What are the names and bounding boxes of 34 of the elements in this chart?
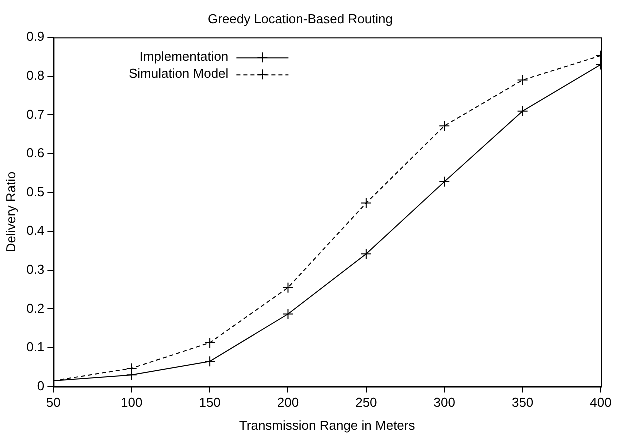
y-tick-label: 0.1 xyxy=(26,340,45,355)
x-tick-label: 250 xyxy=(356,395,378,410)
x-tick-label: 350 xyxy=(512,395,534,410)
point xyxy=(439,120,450,132)
point xyxy=(204,337,216,348)
y-tick-label: 0.6 xyxy=(26,146,45,161)
point xyxy=(360,248,372,260)
x-tick-label: 50 xyxy=(46,395,61,410)
point xyxy=(439,176,450,188)
point xyxy=(360,198,372,209)
y-tick-label: 0.8 xyxy=(26,68,45,83)
x-tick-label: 200 xyxy=(277,395,300,410)
y-tick-label: 0.7 xyxy=(26,106,45,122)
x-tick-label: 400 xyxy=(590,395,612,410)
y-tick-label: 0.4 xyxy=(26,223,45,238)
y-tick-label: 0.9 xyxy=(26,29,45,44)
x-tick-label: 150 xyxy=(199,395,221,410)
x-axis-title: Transmission Range in Meters xyxy=(239,418,416,433)
y-tick-label: 0.5 xyxy=(26,184,45,200)
point xyxy=(517,74,528,86)
point xyxy=(126,370,138,381)
x-tick-label: 100 xyxy=(121,395,143,410)
chart-title: Greedy Location-Based Routing xyxy=(208,11,394,26)
legend-label: Implementation xyxy=(140,49,229,64)
legend-label: Simulation Model xyxy=(128,66,229,82)
x-tick-label: 300 xyxy=(434,395,456,410)
point xyxy=(204,356,216,368)
y-tick-label: 0 xyxy=(37,378,45,394)
point xyxy=(282,282,294,294)
y-tick-label: 0.2 xyxy=(26,300,45,316)
point xyxy=(282,308,294,320)
y-axis-title: Delivery Ratio xyxy=(3,172,18,253)
point xyxy=(517,106,528,117)
y-tick-label: 0.3 xyxy=(26,262,45,277)
